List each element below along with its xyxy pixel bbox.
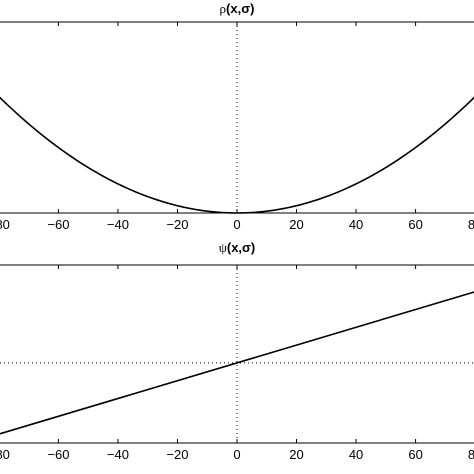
psi-xtick-label: −40 [107,447,129,462]
rho-title-symbol: ρ [220,1,227,16]
rho-xtick-label: 80 [468,217,474,232]
rho-xtick-label: −20 [166,217,188,232]
rho-xtick-label: −40 [107,217,129,232]
psi-xtick-label: 20 [289,447,303,462]
rho-panel: ρ(x,σ) −80 −60 −40 −20 0 20 40 60 80 [0,1,474,232]
psi-xtick-label: −80 [0,447,10,462]
rho-plot-area: −80 −60 −40 −20 0 20 40 60 80 [0,21,474,232]
psi-title-symbol: ψ [219,240,227,255]
rho-xtick-label: −80 [0,217,10,232]
rho-series-line [0,96,474,214]
psi-panel: ψ(x,σ) −80 −60 −40 −20 0 20 40 60 80 [0,240,474,462]
rho-xtick-label: 0 [233,217,240,232]
psi-xtick-label: 40 [349,447,363,462]
psi-plot-area: −80 −60 −40 −20 0 20 40 60 80 [0,264,474,462]
rho-title-args: (x,σ) [226,1,254,16]
rho-xtick-label: −60 [47,217,69,232]
psi-xtick-label: −60 [47,447,69,462]
psi-series-line [0,291,474,435]
psi-title: ψ(x,σ) [219,240,256,255]
psi-xtick-label: 60 [408,447,422,462]
rho-xtick-label: 40 [349,217,363,232]
psi-xtick-label: 80 [468,447,474,462]
psi-xtick-label: −20 [166,447,188,462]
rho-title: ρ(x,σ) [220,1,255,16]
psi-xtick-label: 0 [233,447,240,462]
psi-title-args: (x,σ) [227,240,255,255]
rho-xtick-label: 20 [289,217,303,232]
rho-xtick-label: 60 [408,217,422,232]
